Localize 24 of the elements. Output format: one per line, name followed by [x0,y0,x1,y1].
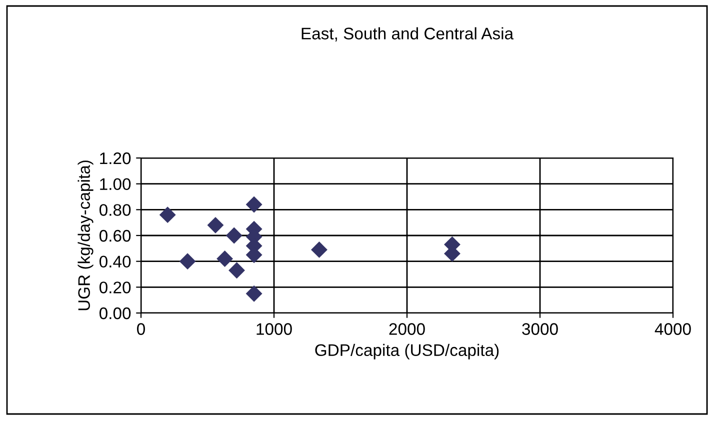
x-tick-label: 4000 [654,323,691,335]
y-tick-label: 0.00 [99,307,131,320]
point [228,262,245,279]
point [207,216,224,234]
x-tick-label: 0 [137,323,145,335]
x-tick-label: 2000 [389,323,425,335]
y-tick-label: 0.60 [99,230,131,242]
point [159,206,176,224]
y-tick-label: 1.20 [100,152,131,164]
y-axis-title: UGR (kg/day-capita) [78,160,94,310]
x-axis-title: GDP/capita (USD/capita) [315,344,499,360]
point [179,253,196,270]
y-tick-label: 0.20 [99,282,131,294]
chart-title: East, South and Central Asia [302,27,514,42]
point [246,285,262,302]
point [216,250,234,267]
x-tick-label: 1000 [256,323,292,335]
y-tick-label: 0.40 [99,256,131,268]
point [311,241,328,258]
point [246,196,262,213]
x-tick-label: 3000 [522,323,558,335]
y-tick-label: 1.00 [100,178,131,190]
y-tick-label: 0.80 [99,204,131,216]
point [226,227,242,244]
